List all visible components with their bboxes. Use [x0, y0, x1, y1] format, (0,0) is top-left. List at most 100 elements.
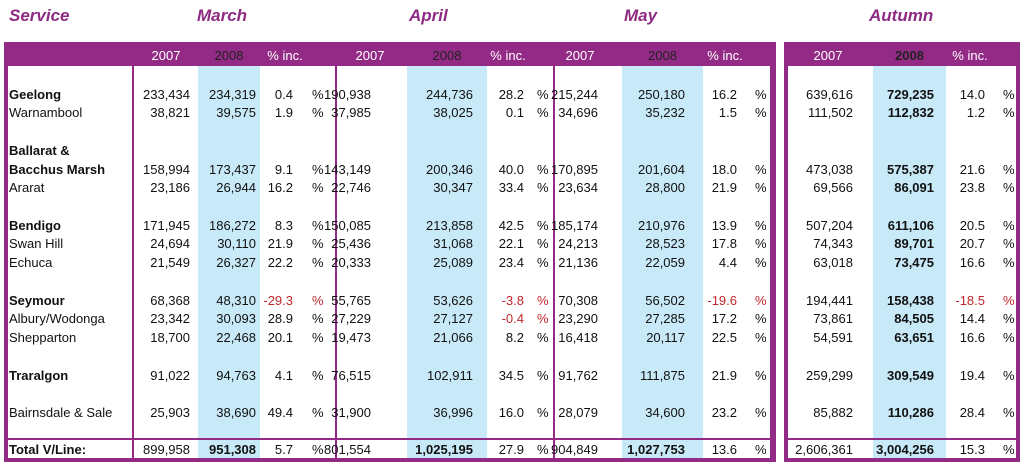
may-2008-cell: 28,523 — [645, 236, 685, 251]
may-inc-cell: 22.5 — [711, 330, 737, 345]
autumn-inc-cell: 19.4 — [959, 368, 985, 383]
may-percent-sign: % — [755, 87, 767, 102]
autumn-2008-cell: 729,235 — [887, 87, 934, 102]
autumn-2008-cell: 611,106 — [887, 218, 934, 233]
march-2007-cell: 171,945 — [143, 218, 190, 233]
march-2008-cell: 48,310 — [216, 293, 256, 308]
autumn-percent-sign: % — [1003, 162, 1015, 177]
march-inc-cell: 16.2 — [267, 180, 293, 195]
divider-april — [553, 66, 555, 458]
service-name: Geelong — [9, 87, 62, 102]
autumn-2008-cell: 73,475 — [894, 255, 934, 270]
may-percent-sign: % — [755, 293, 767, 308]
march-percent-sign: % — [312, 255, 324, 270]
service-name: Albury/Wodonga — [9, 311, 105, 326]
autumn-percent-sign: % — [1003, 105, 1015, 120]
may-percent-sign: % — [755, 180, 767, 195]
march-2008-cell: 30,093 — [216, 311, 256, 326]
march-2008-cell: 94,763 — [216, 368, 256, 383]
service-name: Echuca — [9, 255, 53, 270]
march-percent-sign: % — [312, 330, 324, 345]
autumn-inc-cell: 20.7 — [959, 236, 985, 251]
march-2007-cell: 25,903 — [150, 405, 190, 420]
march-percent-sign: % — [312, 236, 324, 251]
april-2008-cell: 102,911 — [426, 368, 473, 383]
autumn-inc-cell: 23.8 — [959, 180, 985, 195]
march-inc-cell: 9.1 — [274, 162, 293, 177]
april-inc-cell: 0.1 — [505, 105, 524, 120]
autumn-2007-cell: 74,343 — [813, 236, 853, 251]
service-name: Bendigo — [9, 218, 61, 233]
autumn-inc-cell: 21.6 — [959, 162, 985, 177]
may-2007-cell: 24,213 — [558, 236, 598, 251]
autumn-inc-cell: 20.5 — [959, 218, 985, 233]
april-2008-highlight — [407, 66, 487, 458]
autumn-percent-sign: % — [1003, 87, 1015, 102]
autumn-2008-cell: 84,505 — [894, 311, 934, 326]
april-2007-cell: 801,554 — [324, 442, 371, 457]
autumn-percent-sign: % — [1003, 368, 1015, 383]
march-2007-cell: 21,549 — [150, 255, 190, 270]
march-2007-cell: 38,821 — [150, 105, 190, 120]
march-2007-cell: 91,022 — [150, 368, 190, 383]
march-percent-sign: % — [312, 105, 324, 120]
autumn-2007-cell: 63,018 — [813, 255, 853, 270]
may-percent-sign: % — [755, 330, 767, 345]
march-2008-cell: 39,575 — [216, 105, 256, 120]
march-2008-cell: 951,308 — [209, 442, 256, 457]
autumn-2008-cell: 3,004,256 — [876, 442, 934, 457]
april-percent-sign: % — [537, 255, 549, 270]
divider-march — [335, 66, 337, 458]
april-2007-cell: 37,985 — [331, 105, 371, 120]
autumn-col-2008: 2008 — [895, 48, 924, 63]
april-percent-sign: % — [537, 442, 549, 457]
april-percent-sign: % — [537, 105, 549, 120]
april-2008-cell: 25,089 — [433, 255, 473, 270]
april-col-2008: 2008 — [432, 48, 462, 63]
may-inc-cell: 13.9 — [711, 218, 737, 233]
march-2008-cell: 234,319 — [209, 87, 256, 102]
may-percent-sign: % — [755, 218, 767, 233]
may-percent-sign: % — [755, 105, 767, 120]
april-2007-cell: 25,436 — [331, 236, 371, 251]
march-2007-cell: 18,700 — [150, 330, 190, 345]
march-2008-cell: 173,437 — [209, 162, 256, 177]
autumn-2007-cell: 85,882 — [813, 405, 853, 420]
autumn-col-inc: % inc. — [952, 48, 988, 63]
autumn-2008-cell: 110,286 — [887, 405, 934, 420]
may-col-inc: % inc. — [707, 48, 743, 63]
autumn-column-header-bar — [788, 46, 1016, 66]
march-inc-cell: -29.3 — [263, 293, 293, 308]
april-percent-sign: % — [537, 180, 549, 195]
monthly-column-header-bar — [8, 46, 772, 66]
may-percent-sign: % — [755, 405, 767, 420]
march-2008-cell: 22,468 — [216, 330, 256, 345]
april-inc-cell: 22.1 — [498, 236, 524, 251]
may-2008-cell: 1,027,753 — [627, 442, 685, 457]
march-2008-highlight — [198, 66, 260, 458]
march-inc-cell: 8.3 — [274, 218, 293, 233]
autumn-percent-sign: % — [1003, 330, 1015, 345]
service-name: Bacchus Marsh — [9, 162, 106, 177]
march-inc-cell: 49.4 — [267, 405, 293, 420]
autumn-2007-cell: 69,566 — [813, 180, 853, 195]
march-2008-cell: 30,110 — [217, 236, 256, 251]
may-2007-cell: 215,244 — [551, 87, 598, 102]
april-2007-cell: 22,746 — [331, 180, 371, 195]
april-2007-cell: 190,938 — [324, 87, 371, 102]
may-percent-sign: % — [755, 311, 767, 326]
may-2008-cell: 35,232 — [645, 105, 685, 120]
may-inc-cell: -19.6 — [707, 293, 737, 308]
may-inc-cell: 1.5 — [718, 105, 737, 120]
may-2007-cell: 34,696 — [558, 105, 598, 120]
may-percent-sign: % — [755, 442, 767, 457]
may-inc-cell: 13.6 — [711, 442, 737, 457]
march-2008-cell: 26,944 — [216, 180, 256, 195]
april-2008-cell: 36,996 — [433, 405, 473, 420]
march-2007-cell: 233,434 — [143, 87, 190, 102]
may-2008-cell: 28,800 — [645, 180, 685, 195]
april-2007-cell: 150,085 — [324, 218, 371, 233]
april-percent-sign: % — [537, 293, 549, 308]
may-col-2008: 2008 — [648, 48, 677, 63]
autumn-inc-cell: 1.2 — [966, 105, 985, 120]
